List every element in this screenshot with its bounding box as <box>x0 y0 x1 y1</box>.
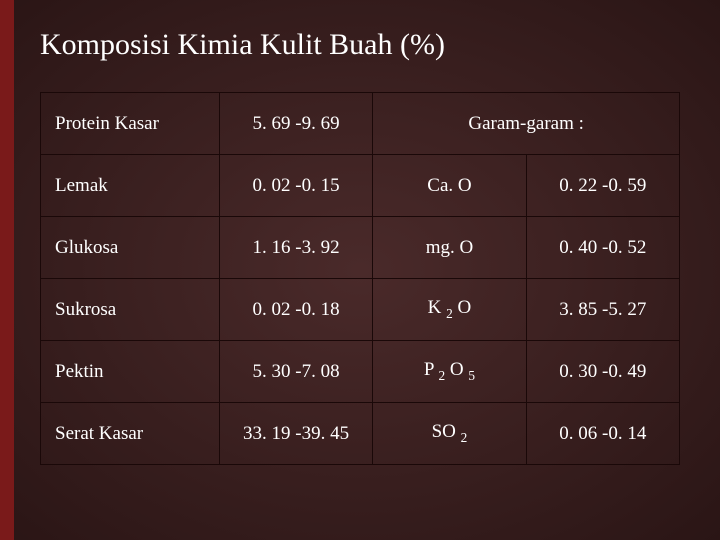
table-cell: mg. O <box>373 217 526 279</box>
table-cell: Glukosa <box>41 217 220 279</box>
table-cell: 0. 02 -0. 15 <box>219 155 372 217</box>
table-row: Sukrosa0. 02 -0. 18K 2 O3. 85 -5. 27 <box>41 279 680 341</box>
table-cell: 0. 40 -0. 52 <box>526 217 679 279</box>
accent-bar <box>0 0 14 540</box>
table-row: Lemak0. 02 -0. 15Ca. O0. 22 -0. 59 <box>41 155 680 217</box>
table-cell: 5. 30 -7. 08 <box>219 341 372 403</box>
table-cell: P 2 O 5 <box>373 341 526 403</box>
table-cell: Lemak <box>41 155 220 217</box>
table-cell: 3. 85 -5. 27 <box>526 279 679 341</box>
table-cell: 33. 19 -39. 45 <box>219 403 372 465</box>
table-cell: 0. 06 -0. 14 <box>526 403 679 465</box>
table-cell: Pektin <box>41 341 220 403</box>
table-cell: Serat Kasar <box>41 403 220 465</box>
composition-table: Protein Kasar5. 69 -9. 69Garam-garam :Le… <box>40 92 680 465</box>
table-cell: 0. 30 -0. 49 <box>526 341 679 403</box>
page-title: Komposisi Kimia Kulit Buah (%) <box>40 28 680 62</box>
table-row: Glukosa1. 16 -3. 92mg. O0. 40 -0. 52 <box>41 217 680 279</box>
table-row: Pektin5. 30 -7. 08P 2 O 50. 30 -0. 49 <box>41 341 680 403</box>
table-row: Protein Kasar5. 69 -9. 69Garam-garam : <box>41 93 680 155</box>
table-cell: Garam-garam : <box>373 93 680 155</box>
table-row: Serat Kasar33. 19 -39. 45SO 20. 06 -0. 1… <box>41 403 680 465</box>
table-cell: K 2 O <box>373 279 526 341</box>
table-cell: 1. 16 -3. 92 <box>219 217 372 279</box>
table-cell: Sukrosa <box>41 279 220 341</box>
slide-content: Komposisi Kimia Kulit Buah (%) Protein K… <box>0 0 720 465</box>
table-cell: SO 2 <box>373 403 526 465</box>
table-cell: Protein Kasar <box>41 93 220 155</box>
table-cell: 5. 69 -9. 69 <box>219 93 372 155</box>
table-cell: 0. 22 -0. 59 <box>526 155 679 217</box>
table-body: Protein Kasar5. 69 -9. 69Garam-garam :Le… <box>41 93 680 465</box>
table-cell: Ca. O <box>373 155 526 217</box>
table-cell: 0. 02 -0. 18 <box>219 279 372 341</box>
